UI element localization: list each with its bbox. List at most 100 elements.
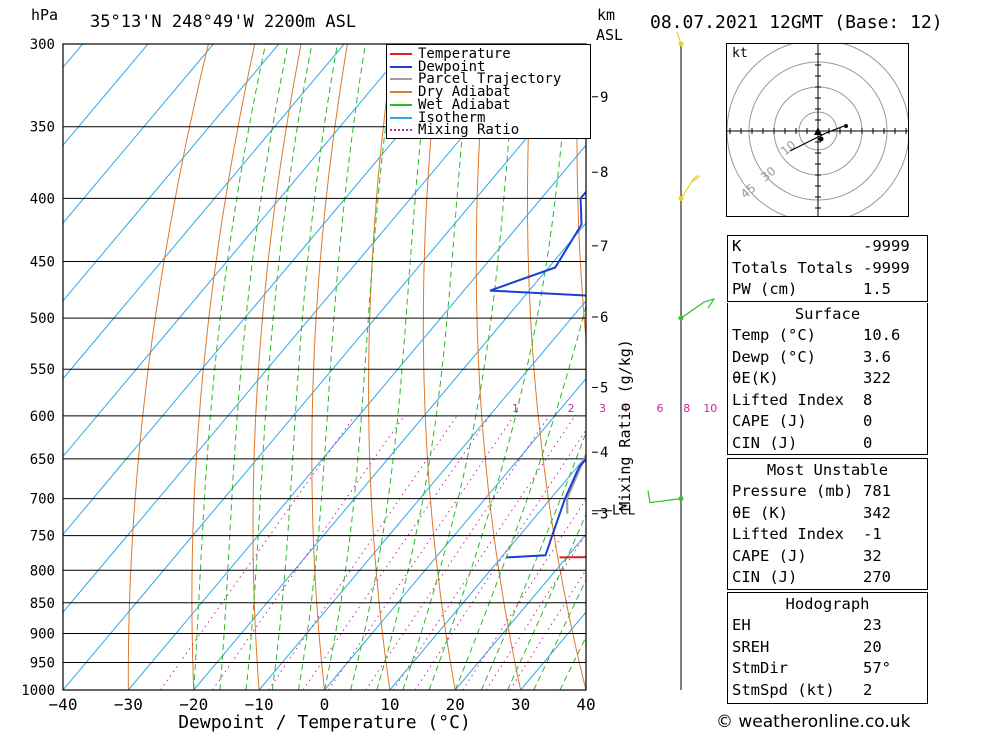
table-row: Pressure (mb) 781 [728,481,927,503]
most-unstable-table: Most Unstable Pressure (mb) 781 θE (K) 342 L… [727,458,928,590]
row-value: 781 [863,482,891,500]
row-label: StmSpd (kt) [732,680,835,699]
hodograph-table-title: Hodograph [785,595,870,613]
row-value: 270 [863,568,891,586]
km-tick-label: 7 [600,239,608,255]
row-value: 2 [863,680,873,699]
pressure-tick-label: 800 [30,563,55,579]
pressure-tick-label: 550 [30,362,55,378]
mixing-ratio-line [267,415,458,690]
x-tick-label: −20 [179,695,208,714]
table-row: CIN (J) 0 [728,433,927,455]
row-value: 0 [863,433,873,452]
x-tick-label: 20 [446,695,465,714]
table-row: θE(K) 322 [728,368,927,390]
table-row: Totals Totals -9999 [728,258,927,280]
lcl-label: LCL [612,504,636,519]
hodograph-point [844,124,848,128]
isotherm-line [193,222,586,690]
wind-barb [680,298,716,319]
x-axis-title: Dewpoint / Temperature (°C) [178,712,471,733]
isotherm-line [324,377,586,690]
hodograph-ring-label: 30 [758,164,779,185]
chart-legend: Temperature Dewpoint Parcel Trajectory Dry … [386,44,591,139]
mixing-ratio-line [328,415,515,690]
wind-profile [647,31,716,690]
isotherm-line [63,44,280,302]
row-value: 3.6 [863,347,891,366]
mixing-ratio-label: 2 [568,402,575,415]
legend-item-temperature: Temperature [390,47,511,61]
wet-adiabat-line [350,44,432,690]
legend-item-parcel-trajectory: Parcel Trajectory [390,71,562,88]
isotherm-line [454,533,586,690]
mixing-ratio-line [509,569,586,690]
wind-barb [647,490,682,504]
pressure-tick-label: 300 [30,37,55,53]
row-label: CIN (J) [732,568,798,586]
isotherm-line [63,44,214,224]
row-value: 322 [863,369,891,387]
row-value: 23 [863,616,882,634]
wind-barb [676,31,682,45]
dry-adiabat-line [191,44,256,690]
isotherm-line [389,455,586,690]
table-row: Lifted Index -1 [728,524,927,546]
mixing-ratio-label: 3 [599,402,606,415]
row-value: 0 [863,412,873,430]
row-label: θE (K) [732,503,788,522]
mixing-ratio-axis-title: Mixing Ratio (g/kg) [616,339,634,511]
wet-adiabat-line [193,44,267,690]
table-row: CAPE (J) 0 [728,411,927,433]
dry-adiabat-line [950,44,1000,690]
surface-title: Surface [794,305,861,323]
mixing-ratio-line [302,415,491,690]
row-label: CAPE (J) [732,546,807,565]
pressure-tick-label: 650 [30,452,55,468]
mixing-ratio-label: 1 [512,402,519,415]
dry-adiabat-line [576,44,586,344]
legend-swatch [390,78,412,81]
legend-label: Wet Adiabat [418,96,511,113]
wet-adiabat-line [402,44,518,690]
wet-adiabat-line [454,303,586,690]
legend-item-dewpoint: Dewpoint [390,60,485,74]
isotherm-line [127,144,586,690]
row-value: 1.5 [863,280,891,298]
dry-adiabat-line [127,44,209,690]
wind-barb [680,174,699,199]
table-row: PW (cm) 1.5 [728,279,927,301]
hodograph-storm-marker [814,127,822,135]
table-row: θE (K) 342 [728,503,927,525]
legend-label: Isotherm [418,109,486,126]
pressure-tick-label: 400 [30,191,55,207]
dry-adiabat-line [422,44,456,690]
x-tick-label: −40 [49,695,78,714]
table-row: Lifted Index 8 [728,390,927,412]
table-row: K -9999 [728,236,927,258]
isotherm-line [63,66,586,690]
row-label: CIN (J) [732,433,798,452]
wet-adiabat-line [533,578,586,690]
wind-barb-flag [690,175,701,183]
row-label: K [732,237,742,255]
x-tick-label: −30 [114,695,143,714]
dry-adiabat-line [311,44,348,690]
dry-adiabat-line [252,44,302,690]
table-row: CAPE (J) 32 [728,546,927,568]
location-title: 35°13'N 248°49'W 2200m ASL [90,12,357,32]
dry-adiabat-line [368,44,395,690]
km-tick-label: 3 [600,507,608,523]
legend-swatch [390,103,412,106]
row-label: θE(K) [732,369,779,387]
legend-label: Parcel Trajectory [418,71,562,88]
legend-item-wet-adiabat: Wet Adiabat [390,96,511,113]
km-tick-label: 6 [600,310,608,326]
wet-adiabat-line [245,44,313,690]
legend-swatch [390,91,412,94]
x-tick-label: 10 [380,695,399,714]
legend-swatch [390,116,412,119]
row-value: 32 [863,546,882,565]
row-value: -1 [863,525,882,543]
